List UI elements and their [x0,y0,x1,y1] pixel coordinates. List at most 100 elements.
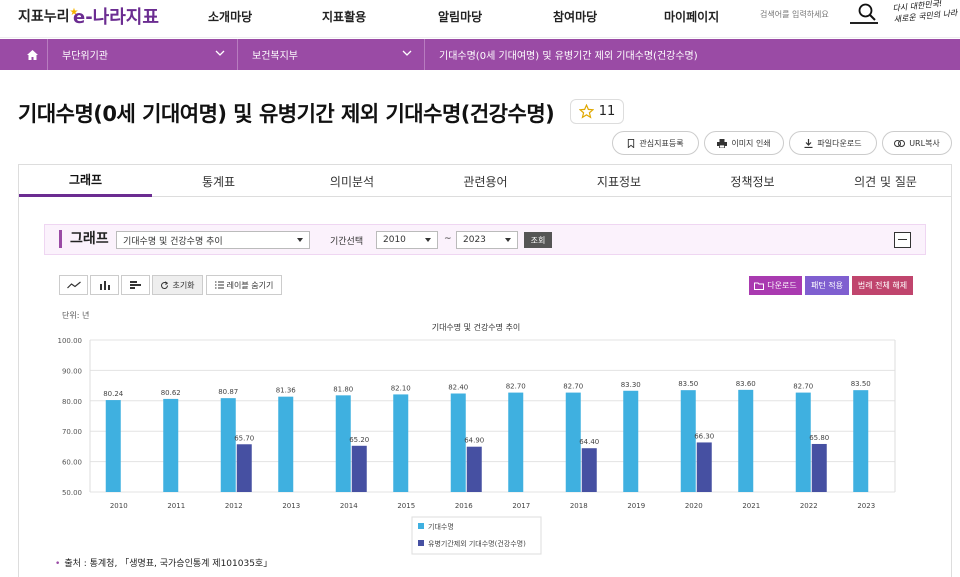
hide-labels-label: 레이블 숨기기 [226,280,274,290]
tab-graph[interactable]: 그래프 [19,165,152,197]
home-icon [27,49,38,60]
data-label: 65.80 [809,434,829,442]
chart-select[interactable]: 기대수명 및 건강수명 추이 [116,231,310,249]
chart-download-label: 다운로드 [767,281,797,290]
search-submit-button[interactable]: 조회 [524,232,552,248]
data-label: 82.70 [563,383,583,391]
url-copy-label: URL복사 [909,138,940,148]
tab-analysis[interactable]: 의미분석 [329,174,375,189]
bar-life-expectancy [163,398,179,492]
star-icon: ★ [69,7,79,18]
data-label: 82.70 [793,383,813,391]
y-tick-label: 60.00 [62,459,82,467]
x-tick-label: 2023 [857,502,875,510]
data-label: 82.40 [448,384,468,392]
breadcrumb-level3[interactable]: 기대수명(0세 기대여명) 및 유병기간 제외 기대수명(건강수명) [425,39,960,70]
refresh-icon [161,280,169,289]
bar-life-expectancy [795,392,811,492]
line-chart-button[interactable] [59,275,88,295]
line-chart-icon [66,281,81,288]
x-tick-label: 2014 [340,502,358,510]
logo-e-narajipyo[interactable]: e-나라지표 [73,7,159,28]
tab-indicator-info[interactable]: 지표정보 [596,174,642,189]
data-label: 80.87 [218,388,238,396]
bar-life-expectancy [738,389,754,492]
link-icon [894,139,906,147]
chevron-down-icon [215,50,225,56]
print-button[interactable]: 이미지 인쇄 [704,131,784,155]
bar-healthy-life [581,448,597,492]
nav-item-mypage[interactable]: 마이페이지 [664,10,720,24]
file-download-button[interactable]: 파일다운로드 [789,131,877,155]
graph-section-title: 그래프 [59,230,109,248]
from-year-select[interactable]: 2010 [376,231,438,249]
data-label: 81.36 [276,387,297,395]
bar-healthy-life [466,446,482,492]
nav-item-participation[interactable]: 참여마당 [553,10,598,24]
logo-jipyonuri[interactable]: 지표누리★ [18,7,79,25]
url-copy-button[interactable]: URL복사 [882,131,952,155]
graph-controls: 그래프 기대수명 및 건강수명 추이 기간선택 2010 ~ 2023 조회 [44,224,926,255]
chart-bars: 80.24 80.62 80.87 65.70 81.36 81.80 65.20 82.10… [103,380,871,492]
range-tilde: ~ [444,234,452,244]
nav-item-notice[interactable]: 알림마당 [438,10,483,24]
x-tick-label: 2022 [800,502,818,510]
breadcrumb-level1[interactable]: 부단위기관 [48,39,238,70]
data-label: 82.70 [506,383,526,391]
chart-title: 기대수명 및 건강수명 추이 [432,322,521,332]
bar-life-expectancy [853,390,869,492]
breadcrumb-level2[interactable]: 보건복지부 [238,39,425,70]
nav-item-usage[interactable]: 지표활용 [322,10,367,24]
reset-label: 초기화 [172,280,195,290]
legend-label: 기대수명 [428,522,454,531]
from-year-value: 2010 [383,235,406,245]
tab-stat-table[interactable]: 통계표 [201,174,236,189]
to-year-select[interactable]: 2023 [456,231,518,249]
favorite-button[interactable]: 11 [570,99,624,124]
graph-panel [18,197,952,577]
x-tick-label: 2012 [225,502,243,510]
reset-button[interactable]: 초기화 [152,275,203,295]
favorite-count: 11 [598,104,616,119]
bookmark-button[interactable]: 관심지표등록 [612,131,699,155]
x-tick-label: 2017 [512,502,530,510]
search-input[interactable] [756,5,850,24]
x-tick-label: 2019 [627,502,645,510]
breadcrumb-level1-label: 부단위기관 [62,51,108,62]
bar-chart-icon [99,281,110,290]
source-note: • 출처 : 통계청, 「생명표, 국가승인통계 제101035호」 [55,556,272,569]
dropdown-arrow-icon [297,238,303,242]
unit-label: 단위: 년 [62,311,90,320]
folder-icon [754,282,765,290]
site-header: 지표누리★ e-나라지표 소개마당 지표활용 알림마당 참여마당 마이페이지 다… [0,0,960,38]
legend-swatch [418,523,424,529]
hide-labels-button[interactable]: 레이블 숨기기 [206,275,282,295]
bar-life-expectancy [508,392,524,492]
search-box [756,2,878,24]
y-tick-label: 50.00 [62,489,82,497]
collapse-button[interactable] [894,232,911,248]
tab-terms[interactable]: 관련용어 [463,174,508,189]
bar-life-expectancy [393,394,409,492]
page-title: 기대수명(0세 기대여명) 및 유병기간 제외 기대수명(건강수명) [18,102,555,126]
horizontal-bar-icon [129,281,141,289]
horizontal-bar-chart-button[interactable] [121,275,150,295]
nav-item-intro[interactable]: 소개마당 [208,10,253,24]
tab-policy-info[interactable]: 정책정보 [730,174,775,189]
legend-clear-button[interactable]: 범례 전체 해제 [852,276,913,295]
y-tick-label: 100.00 [58,337,83,345]
legend-label: 유병기간제외 기대수명(건강수명) [428,539,526,548]
chart-download-button[interactable]: 다운로드 [749,276,802,295]
tab-qna[interactable]: 의견 및 질문 [854,174,917,189]
pattern-button[interactable]: 패턴 적용 [805,276,849,295]
file-download-label: 파일다운로드 [817,138,862,148]
x-tick-label: 2018 [570,502,588,510]
bar-chart-button[interactable] [90,275,119,295]
search-icon[interactable] [858,3,876,21]
bullet-icon: • [55,559,61,569]
data-label: 83.50 [678,380,698,388]
x-tick-label: 2021 [742,502,760,510]
home-button[interactable] [18,39,48,70]
y-tick-label: 70.00 [62,428,82,436]
